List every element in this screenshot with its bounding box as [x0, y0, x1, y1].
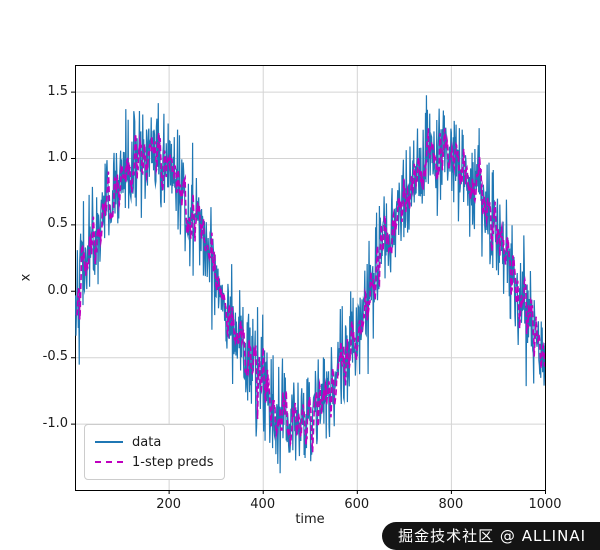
y-tick-label: -1.0	[42, 415, 68, 431]
x-tick-label: 200	[156, 497, 182, 512]
legend-item-data: data	[95, 432, 214, 452]
y-tick-label: 1.5	[47, 83, 68, 99]
watermark-badge: 掘金技术社区 @ ALLINAI	[382, 522, 600, 550]
x-tick-label: 400	[250, 497, 276, 512]
x-tick-label: 1000	[528, 497, 562, 512]
legend-label-data: data	[132, 434, 162, 450]
y-tick-label: 1.0	[47, 149, 68, 165]
x-axis-label: time	[295, 512, 325, 527]
x-tick-label: 600	[344, 497, 370, 512]
legend-label-preds: 1-step preds	[132, 454, 214, 470]
y-axis-label: x	[18, 273, 34, 282]
legend-line-sample-preds	[95, 461, 123, 463]
y-tick-label: -0.5	[42, 349, 68, 365]
y-tick-label: 0.5	[47, 216, 68, 232]
y-tick-label: 0.0	[47, 282, 68, 298]
legend-item-preds: 1-step preds	[95, 452, 214, 472]
legend: data 1-step preds	[84, 424, 225, 480]
legend-line-sample-data	[95, 441, 123, 443]
x-tick-label: 800	[438, 497, 464, 512]
